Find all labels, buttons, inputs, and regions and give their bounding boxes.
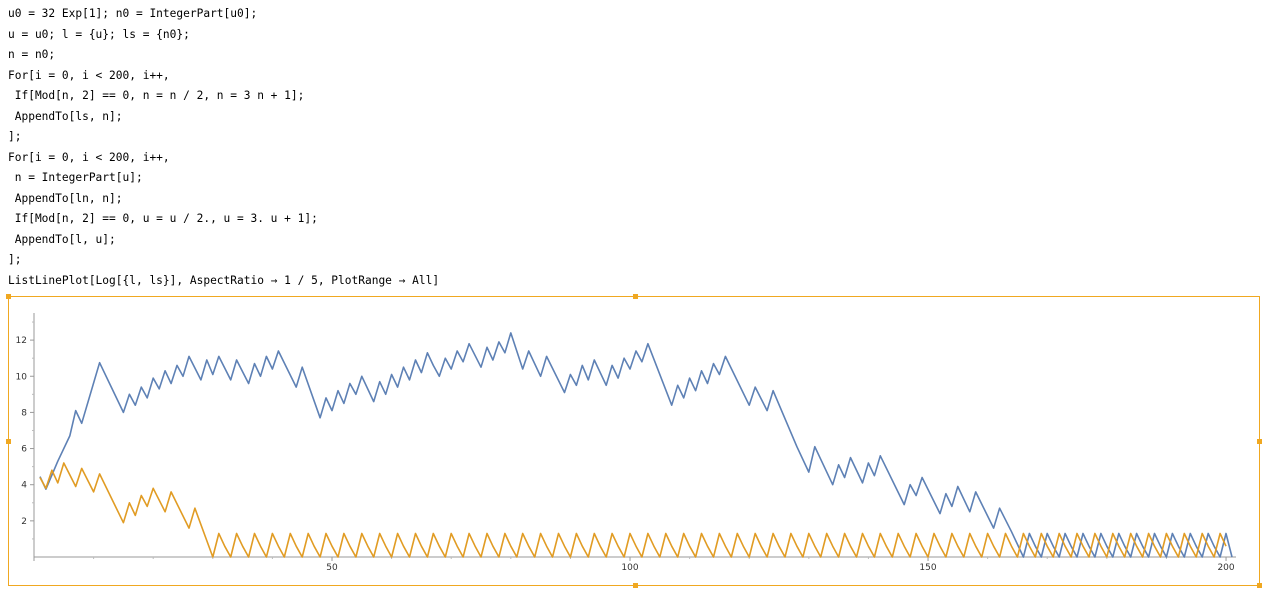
resize-handle-top-left[interactable] <box>6 294 11 299</box>
x-tick-label: 100 <box>621 563 638 573</box>
code-line[interactable]: ]; <box>8 253 22 266</box>
resize-handle-left[interactable] <box>6 439 11 444</box>
x-tick-label: 50 <box>326 563 338 573</box>
code-line[interactable]: If[Mod[n, 2] == 0, n = n / 2, n = 3 n + … <box>8 89 305 102</box>
code-line[interactable]: AppendTo[l, u]; <box>8 232 116 246</box>
resize-handle-bottom-right[interactable] <box>1257 583 1262 588</box>
list-line-plot: 50 100 150 200 2 4 6 8 10 12 <box>16 313 1236 573</box>
code-line[interactable]: ListLinePlot[Log[{l, ls}], AspectRatio →… <box>8 273 440 287</box>
notebook-input-cell[interactable]: u0 = 32 Exp[1]; n0 = IntegerPart[u0]; u =… <box>8 4 439 291</box>
code-line[interactable]: n = n0; <box>8 48 56 61</box>
code-line[interactable]: u = u0; l = {u}; ls = {n0}; <box>8 27 190 41</box>
code-line[interactable]: If[Mod[n, 2] == 0, u = u / 2., u = 3. u … <box>8 212 318 225</box>
y-tick-label: 4 <box>21 481 27 491</box>
code-line[interactable]: For[i = 0, i < 200, i++, <box>8 68 170 82</box>
y-tick-label: 6 <box>21 445 27 455</box>
y-tick-label: 12 <box>16 336 27 346</box>
x-tick-label: 150 <box>919 563 936 573</box>
code-line[interactable]: AppendTo[ls, n]; <box>8 109 123 123</box>
code-line[interactable]: ]; <box>8 130 22 143</box>
y-tick-label: 2 <box>21 517 27 527</box>
code-line[interactable]: AppendTo[ln, n]; <box>8 191 123 205</box>
resize-handle-top[interactable] <box>633 294 638 299</box>
resize-handle-bottom[interactable] <box>633 583 638 588</box>
code-line[interactable]: n = IntegerPart[u]; <box>8 171 143 184</box>
x-tick-label: 200 <box>1217 563 1234 573</box>
code-line[interactable]: For[i = 0, i < 200, i++, <box>8 150 170 164</box>
plot-output-cell[interactable]: 50 100 150 200 2 4 6 8 10 12 <box>6 294 1262 588</box>
series-line-l <box>39 332 1233 558</box>
y-tick-label: 10 <box>16 372 28 382</box>
y-tick-label: 8 <box>21 408 27 418</box>
resize-handle-right[interactable] <box>1257 439 1262 444</box>
code-line[interactable]: u0 = 32 Exp[1]; n0 = IntegerPart[u0]; <box>8 7 258 20</box>
series-line-ls <box>39 462 1227 558</box>
